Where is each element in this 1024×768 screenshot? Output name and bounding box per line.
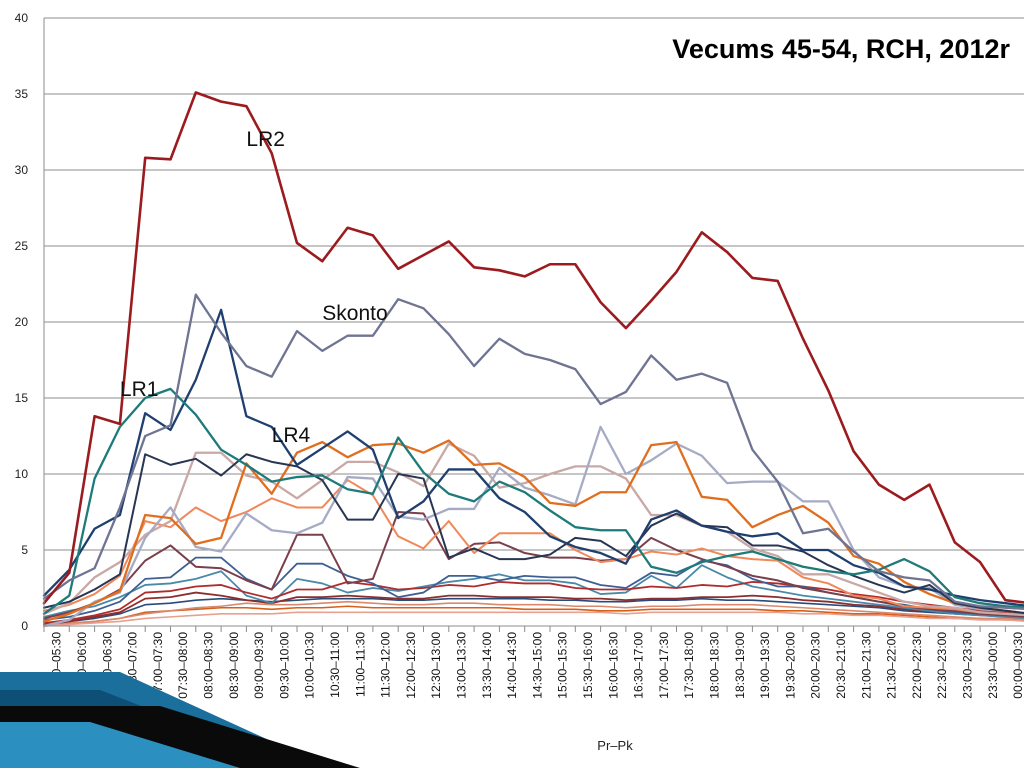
series-line xyxy=(42,439,1024,623)
y-tick-label: 35 xyxy=(15,87,29,101)
x-tick-label: 22:30–23:00 xyxy=(935,632,949,699)
axes xyxy=(43,18,1024,632)
x-tick-label: 20:30–21:00 xyxy=(834,632,848,699)
annotation-lr1: LR1 xyxy=(119,378,159,402)
x-tick-label: 15:00–15:30 xyxy=(556,632,570,699)
slide-decoration xyxy=(0,672,360,768)
series-lines xyxy=(42,91,1024,628)
x-tick-label: 19:30–20:00 xyxy=(783,632,797,699)
x-tick-label: 10:00–10:30 xyxy=(303,632,317,699)
x-tick-label: 19:00–19:30 xyxy=(758,632,772,699)
series-line xyxy=(42,293,1024,611)
annotation-skonto: Skonto xyxy=(322,302,388,326)
series-line xyxy=(43,564,1024,619)
annotation-lr2: LR2 xyxy=(246,127,285,151)
x-tick-label: 12:30–13:00 xyxy=(429,632,443,699)
x-tick-label: 21:00–21:30 xyxy=(859,632,873,699)
series-line xyxy=(42,308,1024,607)
series-line xyxy=(42,91,1024,605)
y-tick-label: 0 xyxy=(21,619,28,633)
series-line xyxy=(43,479,1024,616)
series-line xyxy=(43,556,1024,621)
x-tick-label: 11:30–12:00 xyxy=(379,632,393,698)
y-tick-labels: 0 5 10 15 20 25 30 35 40 xyxy=(15,11,29,633)
x-tick-label: 12:00–12:30 xyxy=(404,632,418,699)
x-tick-label: 18:00–18:30 xyxy=(707,632,721,699)
x-tick-label: 09:30–10:00 xyxy=(277,632,291,699)
x-tick-label: 09:00–09:30 xyxy=(252,632,266,699)
y-tick-label: 30 xyxy=(15,163,29,177)
x-tick-label: 07:30–08:00 xyxy=(176,632,190,699)
series-line xyxy=(43,611,1024,627)
chart-title: Vecums 45-54, RCH, 2012r xyxy=(672,34,1010,64)
x-tick-label: 14:30–15:00 xyxy=(530,632,544,699)
series-line xyxy=(43,453,1024,615)
x-tick-label: 23:00–23:30 xyxy=(960,632,974,699)
x-tick-label: 14:00–14:30 xyxy=(505,632,519,699)
x-tick-label: 00:00–00:30 xyxy=(1011,632,1024,699)
x-tick-label: 10:30–11:00 xyxy=(328,632,342,698)
series-line xyxy=(43,581,1024,624)
x-tick-label: 13:30–14:00 xyxy=(480,632,494,699)
x-tick-label: 16:00–16:30 xyxy=(606,632,620,699)
series-line xyxy=(43,600,1024,626)
annotation-lr4: LR4 xyxy=(271,424,311,447)
series-line xyxy=(42,425,1024,628)
series-line xyxy=(43,597,1024,624)
y-tick-label: 25 xyxy=(15,239,29,253)
x-tick-label: 13:00–13:30 xyxy=(454,632,468,699)
y-tick-label: 5 xyxy=(21,543,28,557)
x-tick-label: 08:30–09:00 xyxy=(227,632,241,699)
series-line xyxy=(43,511,1024,620)
x-tick-label: 15:30–16:00 xyxy=(581,632,595,699)
y-tick-label: 40 xyxy=(15,11,29,25)
x-tick-label: 07:00–07:30 xyxy=(151,632,165,699)
y-tick-label: 20 xyxy=(15,315,29,329)
y-tick-label: 15 xyxy=(15,391,29,405)
x-tick-label: 22:00–22:30 xyxy=(910,632,924,699)
x-tick-label: 17:30–18:00 xyxy=(682,632,696,699)
x-tick-label: 18:30–19:00 xyxy=(733,632,747,699)
x-axis-label: Pr–Pk xyxy=(597,738,633,753)
x-tick-label: 17:00–17:30 xyxy=(657,632,671,699)
series-line xyxy=(42,442,1024,617)
x-tick-label: 08:00–08:30 xyxy=(201,632,215,699)
x-tick-label: 20:00–20:30 xyxy=(809,632,823,699)
y-tick-label: 10 xyxy=(15,467,29,481)
x-tick-label: 23:30–00:00 xyxy=(986,632,1000,699)
series-line xyxy=(43,605,1024,627)
series-line xyxy=(43,591,1024,626)
x-tick-label: 21:30–22:00 xyxy=(885,632,899,699)
series-line xyxy=(42,387,1024,615)
x-tick-label: 11:00–11:30 xyxy=(353,632,367,697)
x-tick-label: 16:30–17:00 xyxy=(632,632,646,699)
gridlines xyxy=(44,17,1024,551)
x-tick-labels: 05:00–05:30 05:30–06:00 06:00–06:30 06:30–0… xyxy=(50,632,1024,699)
